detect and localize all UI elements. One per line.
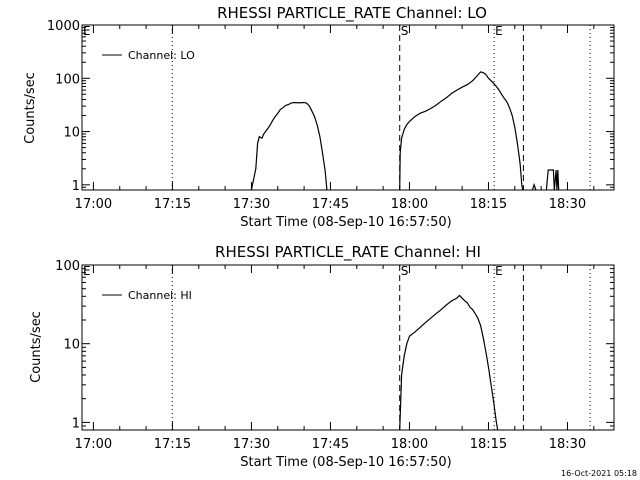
x-tick-label: 18:00: [391, 437, 428, 452]
legend-label: Channel: LO: [128, 49, 195, 62]
y-tick-label: 100: [55, 259, 80, 274]
x-tick-label: 18:30: [549, 437, 586, 452]
x-tick-label: 17:15: [154, 437, 191, 452]
footer-timestamp: 16-Oct-2021 05:18: [561, 469, 637, 478]
y-axis-label: Counts/sec: [29, 311, 44, 383]
x-axis-label: Start Time (08-Sep-10 16:57:50): [240, 455, 451, 470]
marker-label: E: [83, 24, 91, 38]
x-tick-label: 17:30: [233, 197, 270, 212]
marker-label: E: [495, 264, 503, 278]
x-tick-label: 17:00: [75, 437, 112, 452]
y-tick-label: 10: [63, 126, 80, 141]
x-tick-label: 18:15: [470, 197, 507, 212]
y-tick-label: 1: [72, 416, 80, 431]
series-line: [399, 71, 524, 191]
y-tick-label: 10: [63, 338, 80, 353]
series-line: [545, 169, 560, 191]
marker-label: S: [401, 264, 409, 278]
y-axis-label: Counts/sec: [23, 72, 38, 144]
x-tick-label: 18:00: [391, 197, 428, 212]
chart-panel-lo: RHESSI PARTICLE_RATE Channel: LO Start T…: [23, 4, 615, 230]
chart-title: RHESSI PARTICLE_RATE Channel: LO: [217, 4, 487, 23]
y-tick-label: 1: [72, 179, 80, 194]
x-tick-label: 17:45: [312, 437, 349, 452]
marker-label: E: [495, 24, 503, 38]
plot-frame: [81, 24, 615, 191]
x-tick-label: 17:45: [312, 197, 349, 212]
chart-title: RHESSI PARTICLE_RATE Channel: HI: [215, 243, 481, 262]
x-tick-label: 17:00: [75, 197, 112, 212]
x-axis-label: Start Time (08-Sep-10 16:57:50): [240, 215, 451, 230]
y-tick-label: 100: [55, 72, 80, 87]
y-tick-label: 1000: [47, 19, 80, 34]
series-line: [399, 294, 499, 431]
chart-panel-hi: RHESSI PARTICLE_RATE Channel: HI Start T…: [29, 243, 615, 470]
x-tick-label: 18:30: [549, 197, 586, 212]
x-tick-label: 17:15: [154, 197, 191, 212]
legend-label: Channel: HI: [128, 289, 192, 302]
marker-label: E: [83, 264, 91, 278]
series-line: [531, 182, 537, 191]
marker-label: S: [401, 24, 409, 38]
x-tick-label: 17:30: [233, 437, 270, 452]
x-tick-label: 18:15: [470, 437, 507, 452]
series-line: [250, 101, 328, 191]
